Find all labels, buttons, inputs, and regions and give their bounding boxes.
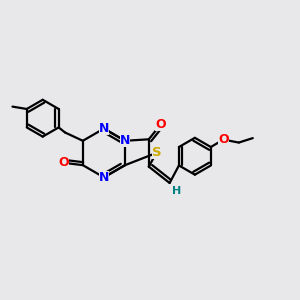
Text: H: H (172, 186, 181, 196)
Text: N: N (99, 122, 109, 135)
Text: O: O (155, 118, 166, 131)
Text: N: N (120, 134, 130, 147)
Text: N: N (99, 171, 109, 184)
Text: S: S (152, 146, 161, 160)
Text: O: O (58, 156, 69, 169)
Text: O: O (218, 133, 229, 146)
